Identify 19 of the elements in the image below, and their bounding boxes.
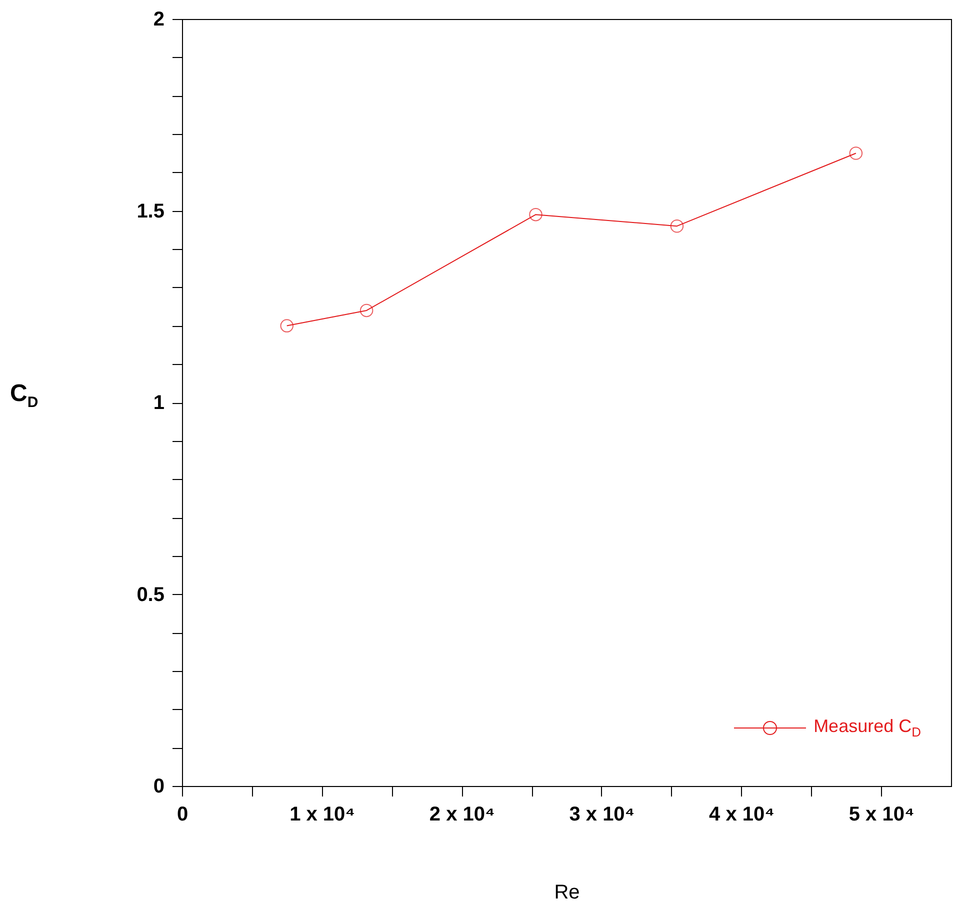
x-tick-label: 5 x 10⁴ (848, 804, 914, 826)
x-tick-label: 0 (176, 804, 188, 826)
point (360, 304, 374, 318)
y-tick-label: 2 (153, 8, 164, 30)
y-axis-title: C$_{D}$ (10, 380, 38, 411)
x-tick-label: 3 x 10⁴ (569, 804, 635, 826)
point (670, 219, 684, 233)
legend-label: Measured C$_{D}$ (814, 716, 921, 740)
y-tick-label: 1 (153, 392, 164, 414)
point (849, 146, 863, 160)
x-tick-label: 2 x 10⁴ (429, 804, 495, 826)
y-tick-label: 1.5 (136, 200, 164, 222)
point (280, 319, 294, 332)
x-tick-label: 1 x 10⁴ (290, 804, 356, 826)
y-tick-label: 0 (153, 776, 164, 798)
y-tick-label: 0.5 (136, 584, 164, 606)
x-axis-title: Re (554, 882, 580, 904)
x-tick-label: 4 x 10⁴ (709, 804, 775, 826)
point (529, 208, 542, 222)
